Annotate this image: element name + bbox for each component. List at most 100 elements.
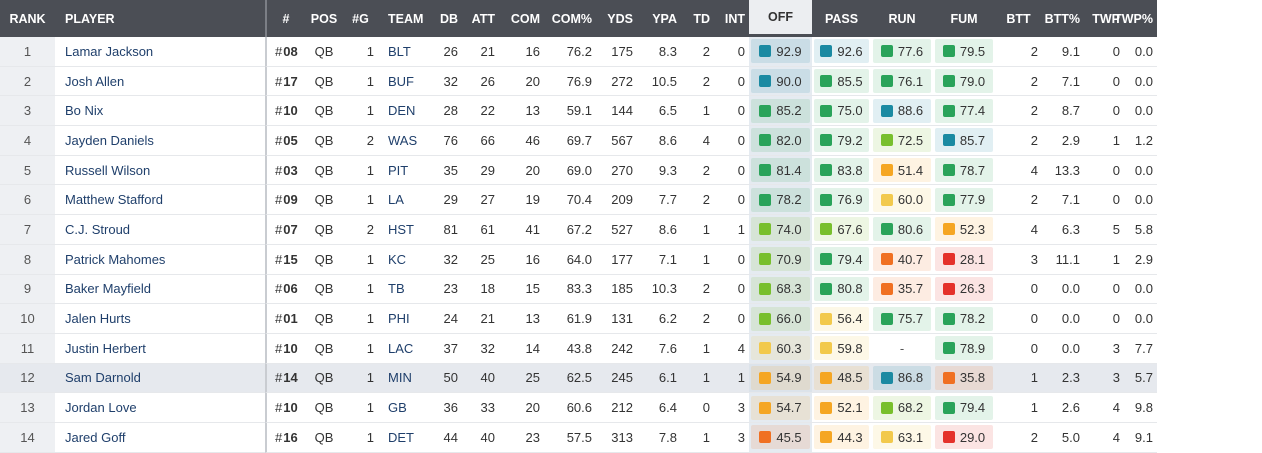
int-cell: 4 xyxy=(714,334,749,364)
header-td[interactable]: TD xyxy=(681,0,714,37)
player-name-link[interactable]: Justin Herbert xyxy=(55,334,265,364)
run-grade-badge: 75.7 xyxy=(873,306,931,331)
twp-cell: 4 xyxy=(1084,423,1124,453)
position-cell: QB xyxy=(305,156,343,186)
attempts-cell: 40 xyxy=(462,363,499,394)
header-twp-pct[interactable]: TWP% xyxy=(1114,0,1157,37)
grade-color-indicator xyxy=(942,75,955,88)
header-pass-grade[interactable]: PASS xyxy=(812,0,871,37)
dropbacks-cell: 50 xyxy=(427,363,462,394)
attempts-cell: 26 xyxy=(462,67,499,97)
player-name-link[interactable]: Sam Darnold xyxy=(55,363,265,394)
player-name-link[interactable]: C.J. Stroud xyxy=(55,215,265,245)
jersey-number-value: 08 xyxy=(283,43,298,59)
header-twp[interactable]: TWP xyxy=(1084,0,1124,37)
player-name-link[interactable]: Jordan Love xyxy=(55,393,265,423)
header-int[interactable]: INT xyxy=(714,0,749,37)
player-name-link[interactable]: Lamar Jackson xyxy=(55,37,265,67)
header-team[interactable]: TEAM xyxy=(378,0,427,37)
completions-cell: 41 xyxy=(499,215,544,245)
header-position[interactable]: POS xyxy=(305,0,343,37)
completion-pct-cell: 59.1 xyxy=(544,96,596,127)
rank-cell: 13 xyxy=(0,393,55,423)
header-btt-pct[interactable]: BTT% xyxy=(1042,0,1084,37)
dropbacks-cell: 28 xyxy=(427,96,462,127)
completion-pct-cell: 61.9 xyxy=(544,304,596,334)
hash-symbol: # xyxy=(275,162,283,178)
fumble-grade-badge: 26.3 xyxy=(935,276,993,301)
hash-symbol: # xyxy=(275,400,283,416)
btt-pct-cell: 2.3 xyxy=(1042,363,1084,394)
jersey-number: #16 xyxy=(265,422,305,453)
grade-color-indicator xyxy=(820,75,833,88)
header-ypa[interactable]: YPA xyxy=(637,0,681,37)
btt-cell: 2 xyxy=(995,67,1042,97)
team-cell: GB xyxy=(378,393,427,423)
offense-grade-badge: 78.2 xyxy=(751,187,810,212)
header-attempts[interactable]: ATT xyxy=(462,0,499,37)
completions-cell: 13 xyxy=(499,96,544,127)
header-completions[interactable]: COM xyxy=(499,0,544,37)
run-grade-value: 72.5 xyxy=(897,132,924,148)
run-grade-badge: 76.1 xyxy=(873,69,931,94)
run-grade-cell: 88.6 xyxy=(871,96,933,127)
jersey-number: #15 xyxy=(265,244,305,275)
offense-grade-cell: 54.7 xyxy=(749,393,812,423)
fumble-grade-badge: 79.0 xyxy=(935,69,993,94)
fumble-grade-value: 26.3 xyxy=(959,281,986,297)
player-name-link[interactable]: Jared Goff xyxy=(55,423,265,453)
games-cell: 1 xyxy=(343,423,378,453)
player-name-link[interactable]: Jalen Hurts xyxy=(55,304,265,334)
player-name-link[interactable]: Patrick Mahomes xyxy=(55,245,265,275)
header-dropbacks[interactable]: DB xyxy=(427,0,462,37)
grade-color-indicator xyxy=(759,401,772,414)
header-yards[interactable]: YDS xyxy=(596,0,637,37)
run-grade-value: 35.7 xyxy=(897,281,924,297)
player-name-link[interactable]: Jayden Daniels xyxy=(55,126,265,156)
games-cell: 1 xyxy=(343,275,378,305)
attempts-cell: 66 xyxy=(462,126,499,156)
pass-grade-value: 83.8 xyxy=(837,162,863,178)
fumble-grade-value: 85.7 xyxy=(959,132,986,148)
run-grade-badge: 72.5 xyxy=(873,128,931,153)
team-cell: BUF xyxy=(378,67,427,97)
header-btt[interactable]: BTT xyxy=(995,0,1042,37)
jersey-number: #10 xyxy=(265,333,305,364)
player-name-link[interactable]: Josh Allen xyxy=(55,67,265,97)
header-fumble-grade[interactable]: FUM xyxy=(933,0,995,37)
offense-grade-badge: 90.0 xyxy=(751,69,810,94)
pass-grade-cell: 48.5 xyxy=(812,363,871,394)
fumble-grade-cell: 85.7 xyxy=(933,126,995,156)
jersey-number-value: 07 xyxy=(283,221,298,237)
twp-cell: 0 xyxy=(1084,67,1124,97)
yards-cell: 131 xyxy=(596,304,637,334)
btt-pct-cell: 8.7 xyxy=(1042,96,1084,127)
header-run-grade[interactable]: RUN xyxy=(871,0,933,37)
btt-pct-cell: 2.9 xyxy=(1042,126,1084,156)
header-player[interactable]: PLAYER xyxy=(55,0,265,37)
pass-grade-badge: 59.8 xyxy=(814,336,869,361)
pass-grade-badge: 79.2 xyxy=(814,128,869,153)
run-grade-cell: 68.2 xyxy=(871,393,933,423)
games-cell: 2 xyxy=(343,215,378,245)
rank-cell: 1 xyxy=(0,37,55,67)
twp-cell: 4 xyxy=(1084,393,1124,423)
ypa-cell: 8.6 xyxy=(637,126,681,156)
jersey-number-value: 05 xyxy=(283,132,298,148)
team-cell: BLT xyxy=(378,37,427,67)
run-grade-badge: 60.0 xyxy=(873,187,931,212)
header-rank[interactable]: RANK xyxy=(0,0,55,37)
header-number[interactable]: # xyxy=(265,0,305,37)
team-cell: LAC xyxy=(378,334,427,364)
header-completion-pct[interactable]: COM% xyxy=(544,0,596,37)
run-grade-cell: 76.1 xyxy=(871,67,933,97)
pass-grade-cell: 79.2 xyxy=(812,126,871,156)
header-offense-grade[interactable]: OFF xyxy=(749,0,812,37)
team-cell: HST xyxy=(378,215,427,245)
int-cell: 3 xyxy=(714,423,749,453)
player-name-link[interactable]: Baker Mayfield xyxy=(55,275,265,305)
player-name-link[interactable]: Bo Nix xyxy=(55,96,265,127)
header-games[interactable]: #G xyxy=(343,0,378,37)
player-name-link[interactable]: Matthew Stafford xyxy=(55,185,265,216)
player-name-link[interactable]: Russell Wilson xyxy=(55,156,265,186)
